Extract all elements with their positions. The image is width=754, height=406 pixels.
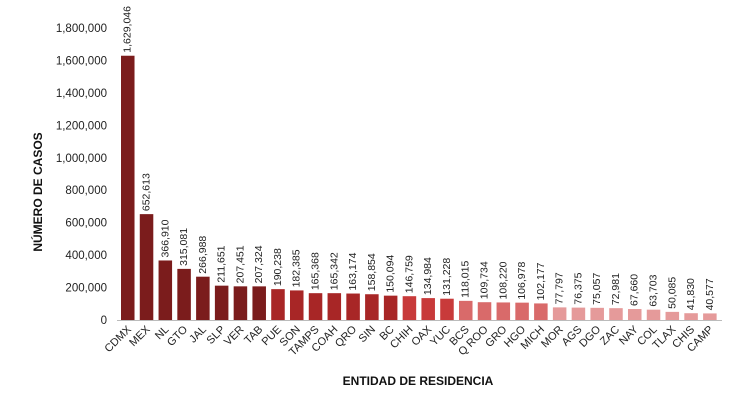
x-tick-label: ZAC bbox=[598, 324, 622, 348]
x-tick-label: SIN bbox=[357, 324, 378, 345]
bars bbox=[121, 55, 717, 320]
bar-value-label: 63,703 bbox=[648, 274, 660, 306]
y-tick-label: 200,000 bbox=[65, 283, 107, 295]
bar-coah bbox=[327, 293, 342, 320]
x-tick-label: YUC bbox=[428, 324, 453, 349]
bar-chis bbox=[684, 313, 698, 320]
bar-value-label: 67,660 bbox=[629, 274, 641, 306]
bar-value-label: 1,629,046 bbox=[122, 6, 134, 53]
bar-value-label: 366,910 bbox=[159, 219, 171, 257]
bar-col bbox=[646, 309, 661, 320]
bar-value-label: 131,228 bbox=[441, 258, 453, 296]
x-tick-label: MEX bbox=[127, 323, 153, 349]
bar-value-label: 315,081 bbox=[178, 228, 190, 266]
bar-nay bbox=[627, 309, 642, 320]
bar-value-label: 41,830 bbox=[685, 278, 697, 310]
bar-value-label: 211,651 bbox=[216, 245, 228, 282]
y-tick-label: 0 bbox=[101, 315, 107, 327]
bar-value-label: 118,015 bbox=[460, 261, 472, 298]
y-axis-ticks: 0 200,000 400,000 600,000 800,000 1,000,000 1,… bbox=[56, 23, 107, 327]
bar-value-label: 77,797 bbox=[554, 272, 566, 304]
y-tick-label: 1,800,000 bbox=[56, 23, 107, 35]
bar-value-label: 75,057 bbox=[591, 273, 603, 305]
bar-pue bbox=[271, 289, 285, 320]
bar-oax bbox=[421, 298, 435, 320]
bar-value-label: 163,174 bbox=[347, 252, 359, 290]
x-tick-label: OAX bbox=[409, 323, 434, 348]
y-tick-label: 400,000 bbox=[65, 250, 107, 262]
bar-zac bbox=[609, 308, 623, 320]
bar-qro bbox=[346, 293, 360, 320]
bar-bcs bbox=[458, 300, 473, 320]
bar-mex bbox=[139, 214, 154, 320]
y-tick-label: 1,200,000 bbox=[56, 120, 107, 132]
bar-tlax bbox=[665, 311, 680, 320]
bar-cdmx bbox=[121, 55, 135, 320]
bar-value-label: 190,238 bbox=[272, 248, 284, 286]
y-tick-label: 600,000 bbox=[65, 218, 107, 230]
x-tick-label: JAL bbox=[187, 324, 209, 346]
bar-value-label: 207,451 bbox=[234, 245, 246, 283]
bar-value-label: 102,177 bbox=[535, 262, 547, 300]
bar-value-label: 158,854 bbox=[366, 253, 378, 291]
bar-value-label: 134,984 bbox=[422, 257, 434, 295]
bar-chih bbox=[402, 296, 417, 320]
bar-dgo bbox=[590, 307, 604, 320]
y-tick-label: 1,400,000 bbox=[56, 88, 107, 100]
bar-gto bbox=[177, 268, 191, 320]
x-tick-label: NAY bbox=[617, 323, 641, 347]
bar-value-label: 165,342 bbox=[328, 252, 340, 290]
bar-value-label: 150,094 bbox=[385, 255, 397, 293]
bar-bc bbox=[383, 295, 398, 320]
bar-tab bbox=[252, 286, 266, 320]
x-tick-label: VER bbox=[222, 324, 247, 349]
bar-son bbox=[289, 290, 304, 320]
x-tick-label: SLP bbox=[205, 324, 228, 347]
y-axis-title: NÚMERO DE CASOS bbox=[30, 132, 45, 251]
bar-camp bbox=[703, 313, 717, 320]
bar-mor bbox=[552, 307, 567, 320]
bar-value-label: 266,988 bbox=[197, 236, 209, 274]
y-tick-label: 800,000 bbox=[65, 185, 107, 197]
bar-sin bbox=[365, 294, 379, 320]
bar-value-label: 106,978 bbox=[516, 262, 528, 300]
y-tick-label: 1,000,000 bbox=[56, 153, 107, 165]
bar-slp bbox=[214, 285, 229, 320]
bar-value-label: 108,220 bbox=[497, 261, 509, 299]
bar-value-label: 207,324 bbox=[253, 245, 265, 283]
bar-value-label: 165,368 bbox=[310, 252, 322, 290]
bar-jal bbox=[196, 276, 210, 320]
y-tick-label: 1,600,000 bbox=[56, 55, 107, 67]
data-labels: 1,629,046 652,613 366,910 315,081 266,988 211… bbox=[122, 6, 716, 311]
bar-mich bbox=[534, 303, 548, 320]
bar-value-label: 50,085 bbox=[666, 277, 678, 309]
x-axis-title: ENTIDAD DE RESIDENCIA bbox=[343, 374, 494, 388]
bar-value-label: 40,577 bbox=[704, 278, 716, 310]
bar-ver bbox=[233, 286, 248, 320]
bar-value-label: 72,981 bbox=[610, 273, 622, 305]
bar-ags bbox=[571, 307, 586, 320]
bar-gro bbox=[496, 302, 511, 320]
bar-value-label: 182,385 bbox=[291, 249, 303, 287]
bar-value-label: 652,613 bbox=[141, 173, 153, 211]
bar-value-label: 76,375 bbox=[572, 272, 584, 304]
bar-nl bbox=[158, 260, 173, 320]
bar-q-roo bbox=[477, 302, 492, 320]
bar-value-label: 146,759 bbox=[403, 255, 415, 293]
bar-yuc bbox=[440, 298, 454, 320]
bar-value-label: 109,734 bbox=[479, 261, 491, 299]
bar-hgo bbox=[515, 302, 529, 320]
bar-tamps bbox=[308, 293, 323, 320]
